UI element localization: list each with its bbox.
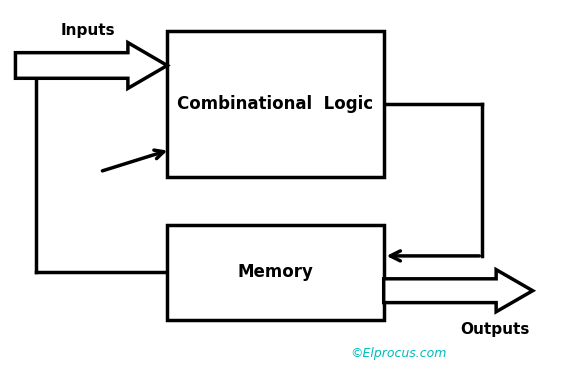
Text: Inputs: Inputs: [60, 23, 115, 38]
Bar: [167, 31, 384, 177]
Text: Combinational  Logic: Combinational Logic: [177, 95, 373, 113]
Text: ©Elprocus.com: ©Elprocus.com: [350, 347, 446, 360]
Polygon shape: [15, 42, 167, 88]
Text: Outputs: Outputs: [460, 322, 530, 337]
Bar: [167, 225, 384, 320]
Polygon shape: [384, 270, 533, 312]
Text: Memory: Memory: [237, 263, 314, 282]
